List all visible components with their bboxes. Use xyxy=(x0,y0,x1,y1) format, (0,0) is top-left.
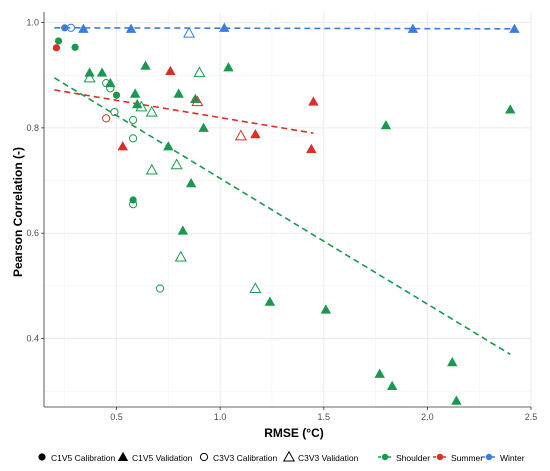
data-point-shoulder-filled-triangle xyxy=(163,141,174,151)
y-tick-label: 0.4 xyxy=(26,334,39,344)
data-point-shoulder-filled-triangle xyxy=(129,88,141,98)
data-point-summer-filled-triangle xyxy=(117,141,128,151)
data-point-shoulder-filled-triangle xyxy=(505,104,516,114)
x-tick-label: 2.5 xyxy=(525,412,538,422)
legend-dot-shoulder xyxy=(381,453,389,461)
data-point-shoulder-open-circle xyxy=(129,115,138,125)
data-point-winter-open-triangle xyxy=(183,26,196,38)
x-tick-label: 1.5 xyxy=(318,412,331,422)
legend-dot-summer xyxy=(436,453,444,461)
data-point-shoulder-open-circle xyxy=(129,134,138,143)
legend-label-c3v3-calibration: C3V3 Calibration xyxy=(213,453,278,463)
legend-label-shoulder: Shoulder xyxy=(396,453,430,463)
legend-key-open-circle xyxy=(199,452,209,462)
data-point-shoulder-filled-triangle xyxy=(190,93,201,103)
data-point-winter-filled-triangle xyxy=(219,22,230,32)
data-point-shoulder-filled-circle xyxy=(54,37,63,45)
data-point-summer-filled-triangle xyxy=(250,128,261,139)
y-axis-title: Pearson Correlation (-) xyxy=(11,147,25,277)
legend-key-open-triangle xyxy=(282,450,296,462)
x-tick-label: 0.5 xyxy=(110,412,123,422)
data-point-summer-open-circle xyxy=(102,114,111,123)
data-point-shoulder-open-triangle xyxy=(145,105,158,117)
data-point-shoulder-filled-triangle xyxy=(380,120,392,130)
data-point-shoulder-filled-triangle xyxy=(177,225,189,235)
data-point-summer-filled-circle xyxy=(52,44,61,52)
trend-line-winter xyxy=(54,27,517,30)
x-axis-title: RMSE (°C) xyxy=(264,426,323,440)
data-point-shoulder-open-triangle xyxy=(193,66,206,78)
data-point-shoulder-filled-triangle xyxy=(320,304,332,314)
data-point-summer-filled-triangle xyxy=(306,143,317,153)
data-point-winter-filled-triangle xyxy=(407,23,419,33)
trend-line-shoulder xyxy=(53,77,511,356)
data-points xyxy=(52,22,520,405)
data-point-shoulder-filled-circle xyxy=(129,196,137,204)
y-tick-label: 1.0 xyxy=(26,18,39,28)
legend-label-c3v3-validation: C3V3 Validation xyxy=(298,453,359,463)
data-point-shoulder-filled-circle xyxy=(112,91,121,99)
data-point-shoulder-filled-triangle xyxy=(96,67,108,77)
data-point-shoulder-open-triangle xyxy=(83,71,96,83)
data-point-shoulder-filled-triangle xyxy=(132,98,143,109)
data-point-winter-filled-triangle xyxy=(509,23,520,33)
data-point-shoulder-filled-circle xyxy=(71,43,79,51)
legend-label-summer: Summer xyxy=(451,453,483,463)
data-point-shoulder-open-circle xyxy=(102,79,111,88)
data-point-shoulder-filled-triangle xyxy=(185,177,197,188)
legend: C1V5 Calibration C1V5 Validation C3V3 Cali… xyxy=(38,450,525,463)
data-point-summer-filled-triangle xyxy=(308,96,319,106)
data-point-summer-filled-triangle xyxy=(165,65,176,76)
axes: 0.5 1.0 1.5 2.0 2.5 0.4 0.6 0.8 1.0 xyxy=(26,12,537,422)
data-point-shoulder-filled-triangle xyxy=(264,296,276,306)
data-point-shoulder-open-triangle xyxy=(174,250,187,262)
legend-label-winter: Winter xyxy=(500,453,525,463)
trend-line-summer xyxy=(54,89,314,134)
data-point-shoulder-filled-triangle xyxy=(173,88,184,98)
legend-label-c1v5-validation: C1V5 Validation xyxy=(132,453,193,463)
legend-key-filled-triangle xyxy=(117,451,129,462)
data-point-shoulder-open-triangle xyxy=(145,163,158,175)
x-tick-label: 1.0 xyxy=(214,412,227,422)
data-point-shoulder-open-circle xyxy=(129,200,138,209)
y-tick-label: 0.6 xyxy=(26,228,39,238)
data-point-shoulder-open-circle xyxy=(110,107,119,117)
data-point-shoulder-filled-triangle xyxy=(374,368,385,378)
data-point-winter-open-circle xyxy=(66,23,76,32)
y-tick-label: 0.8 xyxy=(26,123,39,133)
trend-lines xyxy=(53,27,517,356)
data-point-shoulder-open-circle xyxy=(155,284,165,293)
data-point-shoulder-filled-triangle xyxy=(447,357,458,367)
data-point-shoulder-filled-triangle xyxy=(198,122,209,132)
data-point-winter-filled-circle xyxy=(61,24,69,32)
legend-label-c1v5-calibration: C1V5 Calibration xyxy=(51,453,116,463)
data-point-shoulder-open-triangle xyxy=(135,100,148,112)
data-point-winter-filled-triangle xyxy=(125,23,137,33)
data-point-summer-open-triangle xyxy=(191,95,204,107)
data-point-shoulder-filled-triangle xyxy=(140,60,151,70)
legend-dot-winter xyxy=(485,453,493,461)
data-point-shoulder-filled-triangle xyxy=(451,395,462,405)
data-point-shoulder-open-triangle xyxy=(170,158,183,170)
x-tick-label: 2.0 xyxy=(421,412,434,422)
data-point-shoulder-open-triangle xyxy=(249,282,262,294)
legend-key-filled-circle xyxy=(38,453,46,461)
data-point-shoulder-open-circle xyxy=(106,84,115,93)
data-point-shoulder-filled-triangle xyxy=(105,77,116,88)
data-point-summer-open-triangle xyxy=(234,129,247,141)
data-point-shoulder-filled-triangle xyxy=(386,380,398,390)
data-point-shoulder-filled-triangle xyxy=(223,62,234,72)
data-point-winter-filled-triangle xyxy=(78,23,89,33)
grid xyxy=(44,12,532,407)
